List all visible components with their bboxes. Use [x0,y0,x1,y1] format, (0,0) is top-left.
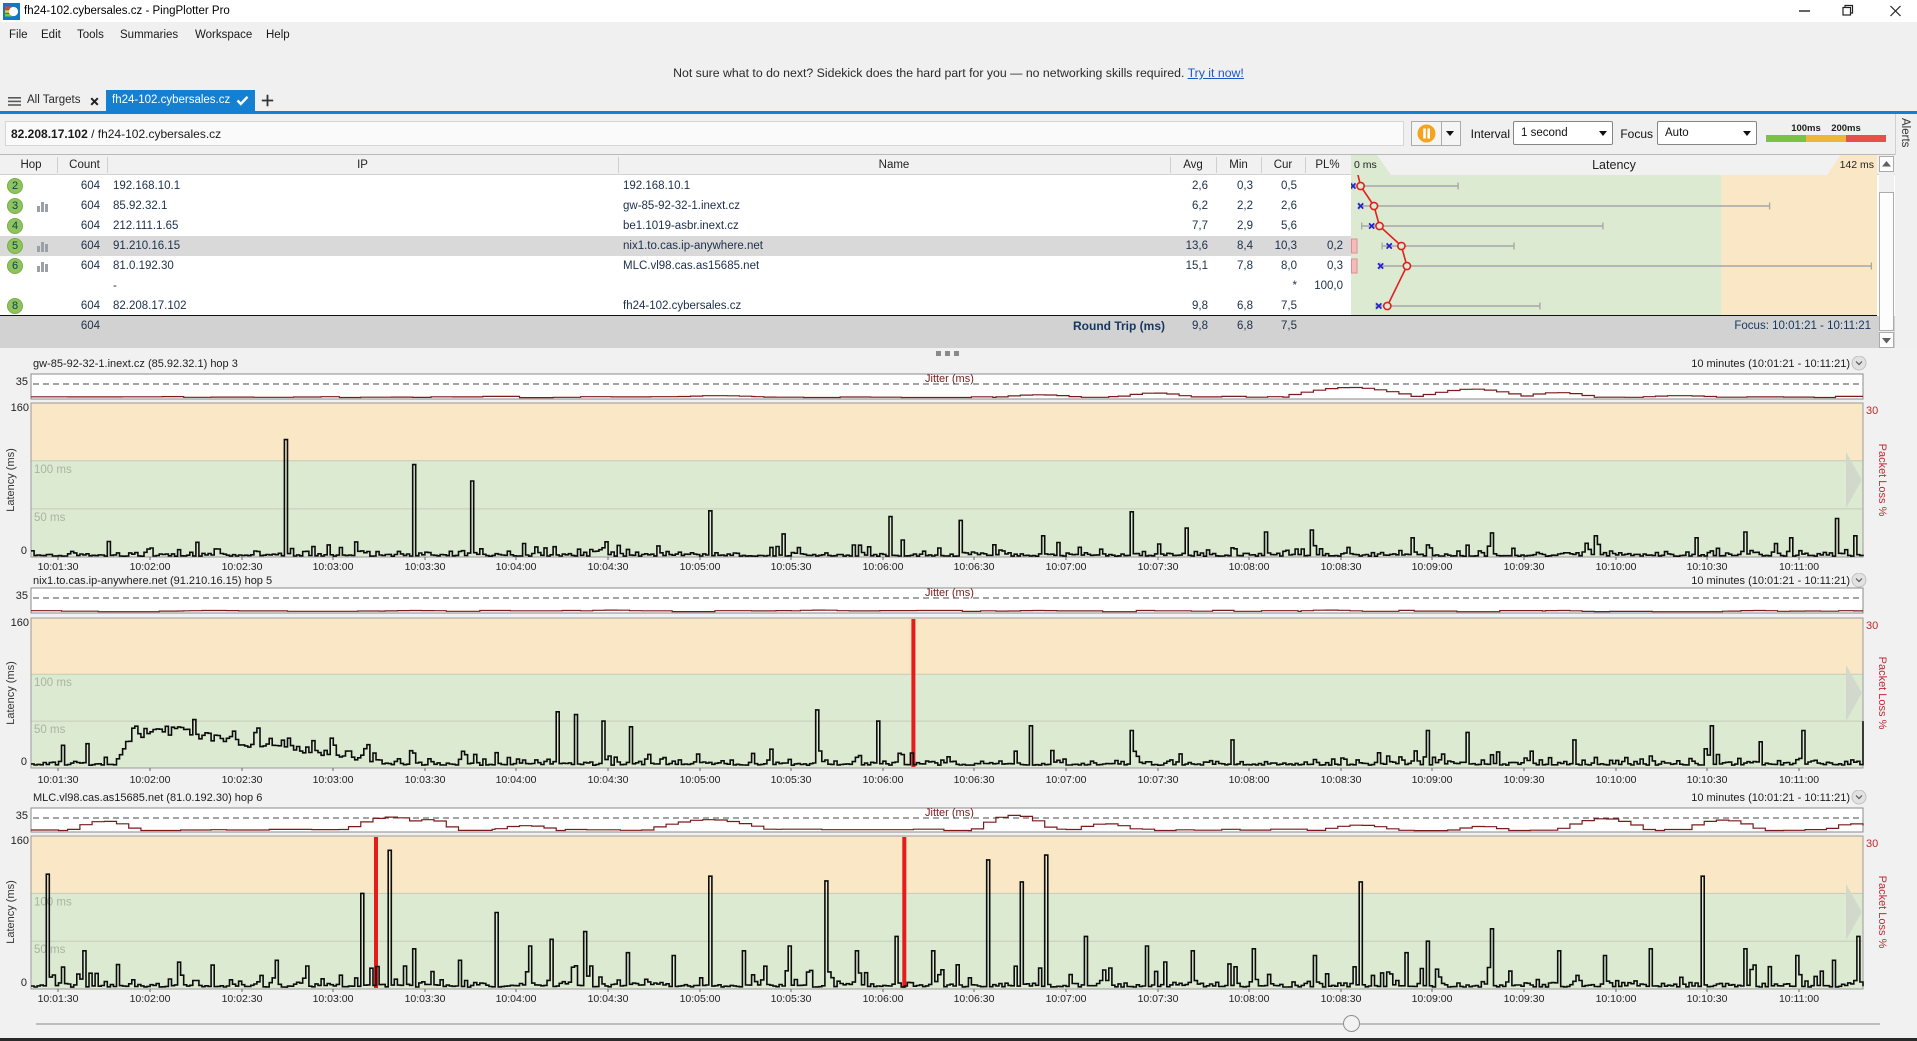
svg-text:10:02:30: 10:02:30 [222,561,263,573]
svg-text:10:04:30: 10:04:30 [588,561,629,573]
svg-text:gw-85-92-32-1.inext.cz (85.92.: gw-85-92-32-1.inext.cz (85.92.32.1) hop … [33,358,238,370]
svg-text:10 minutes (10:01:21 - 10:11:2: 10 minutes (10:01:21 - 10:11:21) [1691,575,1850,587]
svg-text:0: 0 [21,756,27,768]
svg-text:10:05:00: 10:05:00 [680,993,721,1005]
svg-text:160: 160 [11,402,29,414]
svg-text:nix1.to.cas.ip-anywhere.net (9: nix1.to.cas.ip-anywhere.net (91.210.16.1… [33,575,272,587]
svg-text:10:05:30: 10:05:30 [771,561,812,573]
svg-text:10:08:30: 10:08:30 [1321,774,1362,786]
svg-text:Packet Loss %: Packet Loss % [1876,444,1888,517]
svg-text:50 ms: 50 ms [34,512,66,524]
svg-text:35: 35 [16,590,28,602]
svg-text:160: 160 [11,617,29,629]
svg-text:Packet Loss %: Packet Loss % [1876,876,1888,949]
svg-text:10:09:30: 10:09:30 [1504,774,1545,786]
svg-text:10:08:00: 10:08:00 [1229,774,1270,786]
svg-text:10:01:30: 10:01:30 [38,993,79,1005]
svg-text:30: 30 [1866,838,1878,850]
svg-text:10:03:30: 10:03:30 [405,774,446,786]
svg-text:10:03:30: 10:03:30 [405,561,446,573]
svg-text:160: 160 [11,835,29,847]
svg-text:10:05:00: 10:05:00 [680,561,721,573]
svg-text:10:07:30: 10:07:30 [1138,561,1179,573]
svg-text:10:10:30: 10:10:30 [1687,561,1728,573]
svg-text:10:06:30: 10:06:30 [954,561,995,573]
svg-text:10:05:30: 10:05:30 [771,774,812,786]
svg-text:Packet Loss %: Packet Loss % [1876,657,1888,730]
svg-text:Latency (ms): Latency (ms) [5,661,17,725]
svg-text:10:06:00: 10:06:00 [863,774,904,786]
svg-text:10:09:30: 10:09:30 [1504,561,1545,573]
svg-text:35: 35 [16,376,28,388]
svg-text:30: 30 [1866,405,1878,417]
svg-text:10:03:30: 10:03:30 [405,993,446,1005]
svg-text:10:09:00: 10:09:00 [1412,561,1453,573]
svg-text:10:09:00: 10:09:00 [1412,774,1453,786]
svg-text:Jitter (ms): Jitter (ms) [925,373,974,385]
svg-text:10:10:00: 10:10:00 [1596,774,1637,786]
svg-text:10:06:00: 10:06:00 [863,561,904,573]
svg-text:10:07:30: 10:07:30 [1138,993,1179,1005]
svg-text:Jitter (ms): Jitter (ms) [925,807,974,819]
svg-text:10 minutes (10:01:21 - 10:11:2: 10 minutes (10:01:21 - 10:11:21) [1691,792,1850,804]
svg-text:10:02:30: 10:02:30 [222,993,263,1005]
svg-text:0: 0 [21,545,27,557]
svg-text:10:08:00: 10:08:00 [1229,561,1270,573]
svg-text:10:05:30: 10:05:30 [771,993,812,1005]
svg-text:10:01:30: 10:01:30 [38,561,79,573]
svg-text:Latency (ms): Latency (ms) [5,880,17,944]
svg-text:10:08:30: 10:08:30 [1321,993,1362,1005]
svg-text:10:01:30: 10:01:30 [38,774,79,786]
svg-text:50 ms: 50 ms [34,724,66,736]
svg-text:10:07:30: 10:07:30 [1138,774,1179,786]
svg-text:10:02:00: 10:02:00 [130,993,171,1005]
svg-text:10:02:00: 10:02:00 [130,774,171,786]
svg-text:10:04:00: 10:04:00 [496,993,537,1005]
svg-text:0: 0 [21,977,27,989]
svg-text:100 ms: 100 ms [34,677,72,689]
svg-text:10:04:00: 10:04:00 [496,774,537,786]
svg-text:10:03:00: 10:03:00 [313,993,354,1005]
svg-text:10:10:30: 10:10:30 [1687,993,1728,1005]
svg-text:10:11:00: 10:11:00 [1779,774,1819,786]
svg-text:10:10:00: 10:10:00 [1596,993,1637,1005]
svg-text:10:10:30: 10:10:30 [1687,774,1728,786]
svg-text:10:08:00: 10:08:00 [1229,993,1270,1005]
svg-text:10:09:30: 10:09:30 [1504,993,1545,1005]
svg-text:10:04:30: 10:04:30 [588,993,629,1005]
svg-text:Jitter (ms): Jitter (ms) [925,587,974,599]
svg-text:100 ms: 100 ms [34,896,72,908]
svg-text:100 ms: 100 ms [34,464,72,476]
svg-text:10:03:00: 10:03:00 [313,774,354,786]
svg-text:10:06:00: 10:06:00 [863,993,904,1005]
svg-text:10:07:00: 10:07:00 [1046,774,1087,786]
svg-text:10:06:30: 10:06:30 [954,774,995,786]
svg-text:10:06:30: 10:06:30 [954,993,995,1005]
svg-text:10 minutes (10:01:21 - 10:11:2: 10 minutes (10:01:21 - 10:11:21) [1691,358,1850,370]
svg-text:Latency (ms): Latency (ms) [5,448,17,512]
svg-text:10:02:30: 10:02:30 [222,774,263,786]
svg-text:10:02:00: 10:02:00 [130,561,171,573]
svg-text:10:09:00: 10:09:00 [1412,993,1453,1005]
svg-text:MLC.vl98.cas.as15685.net (81.0: MLC.vl98.cas.as15685.net (81.0.192.30) h… [33,792,262,804]
svg-text:30: 30 [1866,620,1878,632]
svg-text:10:11:00: 10:11:00 [1779,561,1819,573]
svg-text:10:11:00: 10:11:00 [1779,993,1819,1005]
svg-text:10:07:00: 10:07:00 [1046,561,1087,573]
svg-text:10:10:00: 10:10:00 [1596,561,1637,573]
svg-text:10:08:30: 10:08:30 [1321,561,1362,573]
svg-text:10:05:00: 10:05:00 [680,774,721,786]
svg-text:10:07:00: 10:07:00 [1046,993,1087,1005]
svg-text:10:04:30: 10:04:30 [588,774,629,786]
svg-text:35: 35 [16,810,28,822]
svg-text:10:03:00: 10:03:00 [313,561,354,573]
svg-text:10:04:00: 10:04:00 [496,561,537,573]
